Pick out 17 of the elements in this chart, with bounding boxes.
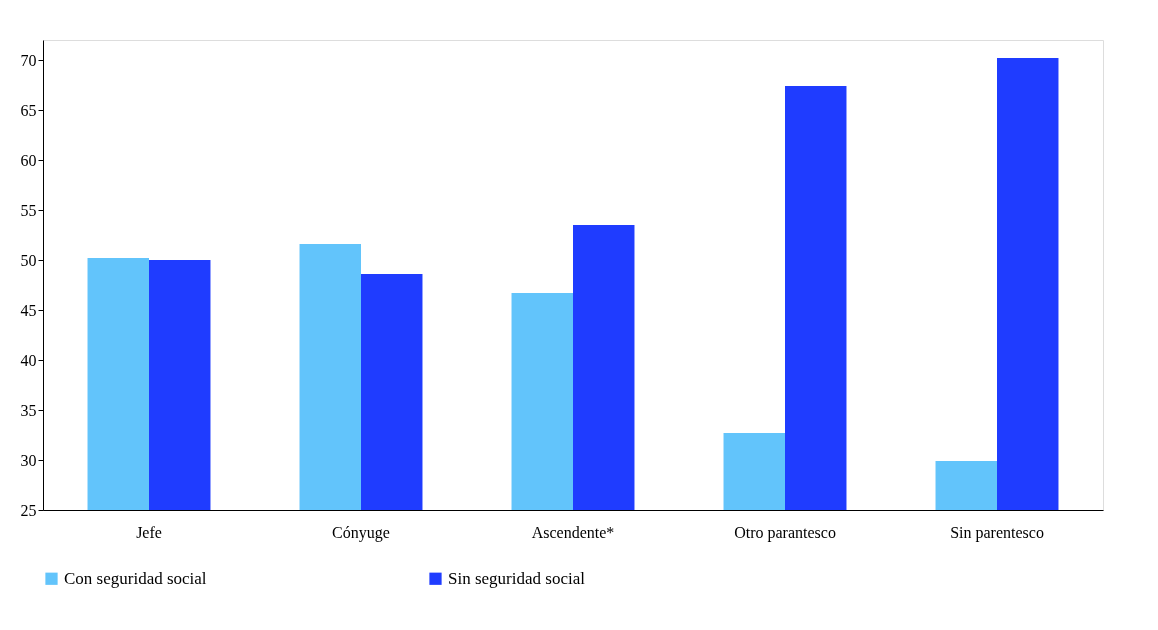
y-tick-label: 50 <box>20 251 37 269</box>
y-tick-label: 60 <box>20 151 37 169</box>
y-tick-label: 40 <box>20 351 37 369</box>
legend-label: Con seguridad social <box>64 568 207 588</box>
x-tick-label: Sin parentesco <box>950 523 1044 542</box>
y-tick-label: 70 <box>20 51 37 69</box>
y-tick-label: 35 <box>20 401 37 419</box>
y-tick-label: 55 <box>20 201 37 219</box>
y-tick-label: 65 <box>20 101 37 119</box>
x-tick-label: Otro parantesco <box>734 523 836 542</box>
x-tick-label: Cónyuge <box>332 523 390 542</box>
y-tick-label: 25 <box>20 501 37 519</box>
y-tick-label: 30 <box>20 451 37 469</box>
y-tick-label: 45 <box>20 301 37 319</box>
legend-label: Sin seguridad social <box>448 568 586 588</box>
x-tick-label: Ascendente* <box>531 523 615 541</box>
x-tick-label: Jefe <box>136 523 162 541</box>
